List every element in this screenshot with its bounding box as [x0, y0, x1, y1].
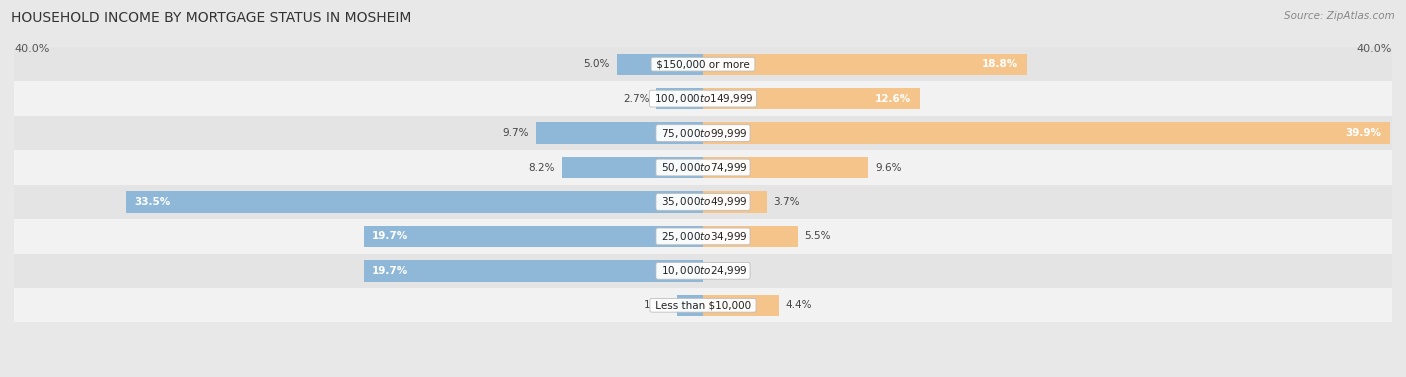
Text: $75,000 to $99,999: $75,000 to $99,999 [658, 127, 748, 139]
Text: 1.5%: 1.5% [644, 300, 671, 310]
Text: $150,000 or more: $150,000 or more [652, 59, 754, 69]
Bar [703, 88, 920, 109]
Text: $10,000 to $24,999: $10,000 to $24,999 [658, 264, 748, 277]
Text: $100,000 to $149,999: $100,000 to $149,999 [651, 92, 755, 105]
Bar [562, 157, 703, 178]
Bar [703, 294, 779, 316]
Bar [14, 219, 1392, 254]
Bar [14, 185, 1392, 219]
Text: 33.5%: 33.5% [135, 197, 172, 207]
Bar [703, 226, 797, 247]
Bar [703, 54, 1026, 75]
Text: 8.2%: 8.2% [529, 162, 555, 173]
Text: 9.7%: 9.7% [502, 128, 529, 138]
Bar [703, 157, 869, 178]
Text: 19.7%: 19.7% [373, 231, 409, 241]
Bar [14, 81, 1392, 116]
Bar [127, 191, 703, 213]
Text: 2.7%: 2.7% [623, 93, 650, 104]
Bar [14, 116, 1392, 150]
Bar [14, 47, 1392, 81]
Text: 18.8%: 18.8% [981, 59, 1018, 69]
Bar [14, 254, 1392, 288]
Bar [657, 88, 703, 109]
Text: 4.4%: 4.4% [786, 300, 813, 310]
Bar [617, 54, 703, 75]
Text: 0.0%: 0.0% [710, 266, 737, 276]
Text: 5.5%: 5.5% [804, 231, 831, 241]
Text: Less than $10,000: Less than $10,000 [652, 300, 754, 310]
Bar [678, 294, 703, 316]
Text: 5.0%: 5.0% [583, 59, 610, 69]
Text: HOUSEHOLD INCOME BY MORTGAGE STATUS IN MOSHEIM: HOUSEHOLD INCOME BY MORTGAGE STATUS IN M… [11, 11, 412, 25]
Text: 12.6%: 12.6% [875, 93, 911, 104]
Text: $25,000 to $34,999: $25,000 to $34,999 [658, 230, 748, 243]
Bar [14, 150, 1392, 185]
Legend: Without Mortgage, With Mortgage: Without Mortgage, With Mortgage [568, 374, 838, 377]
Text: $35,000 to $49,999: $35,000 to $49,999 [658, 195, 748, 208]
Text: Source: ZipAtlas.com: Source: ZipAtlas.com [1284, 11, 1395, 21]
Bar [364, 260, 703, 282]
Text: 39.9%: 39.9% [1346, 128, 1382, 138]
Bar [536, 123, 703, 144]
Bar [364, 226, 703, 247]
Text: 40.0%: 40.0% [14, 44, 49, 54]
Bar [703, 123, 1391, 144]
Bar [703, 191, 766, 213]
Text: 40.0%: 40.0% [1357, 44, 1392, 54]
Text: 3.7%: 3.7% [773, 197, 800, 207]
Text: 19.7%: 19.7% [373, 266, 409, 276]
Text: $50,000 to $74,999: $50,000 to $74,999 [658, 161, 748, 174]
Bar [14, 288, 1392, 322]
Text: 9.6%: 9.6% [875, 162, 901, 173]
